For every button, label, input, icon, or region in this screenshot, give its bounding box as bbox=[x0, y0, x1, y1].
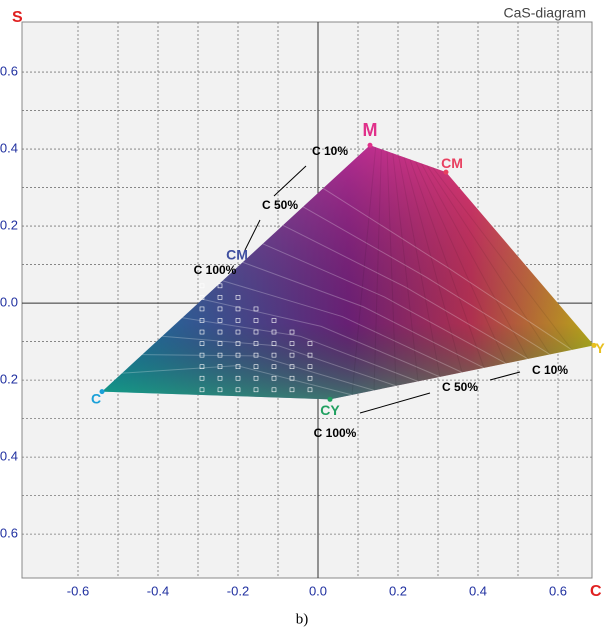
annotation: C 10% bbox=[312, 144, 348, 158]
x-tick-label: 0.6 bbox=[549, 583, 567, 598]
annotation: C 100% bbox=[194, 263, 237, 277]
chart-title: CaS-diagram bbox=[504, 5, 586, 21]
annotation: C 50% bbox=[262, 198, 298, 212]
caption: b) bbox=[296, 611, 309, 627]
x-tick-label: -0.6 bbox=[67, 583, 89, 598]
vertex bbox=[368, 143, 373, 148]
y-tick-label: -0.6 bbox=[0, 526, 18, 541]
x-axis-label: C bbox=[590, 583, 602, 600]
x-tick-label: 0.4 bbox=[469, 583, 487, 598]
chart: CMCMYCY CaS-diagram S C b) -0.6-0.4-0.20… bbox=[0, 0, 605, 632]
vertex-label: C bbox=[91, 390, 101, 406]
x-tick-label: 0.2 bbox=[389, 583, 407, 598]
vertex-label: CM bbox=[441, 155, 463, 171]
annotation: CM bbox=[226, 247, 248, 263]
x-tick-label: 0.0 bbox=[309, 583, 327, 598]
annotation: C 100% bbox=[314, 426, 357, 440]
vertex-label: Y bbox=[595, 340, 605, 356]
y-axis-label: S bbox=[12, 9, 23, 26]
y-tick-label: 0.6 bbox=[0, 63, 18, 78]
vertex-label: CY bbox=[320, 402, 340, 418]
x-tick-label: -0.4 bbox=[147, 583, 169, 598]
y-tick-label: -0.2 bbox=[0, 372, 18, 387]
annotation: C 50% bbox=[442, 380, 478, 394]
y-tick-label: 0.0 bbox=[0, 295, 18, 310]
annotation: C 10% bbox=[532, 363, 568, 377]
y-tick-label: 0.4 bbox=[0, 141, 18, 156]
y-tick-label: -0.4 bbox=[0, 449, 18, 464]
x-tick-label: -0.2 bbox=[227, 583, 249, 598]
y-tick-label: 0.2 bbox=[0, 218, 18, 233]
vertex-label: M bbox=[363, 120, 378, 140]
